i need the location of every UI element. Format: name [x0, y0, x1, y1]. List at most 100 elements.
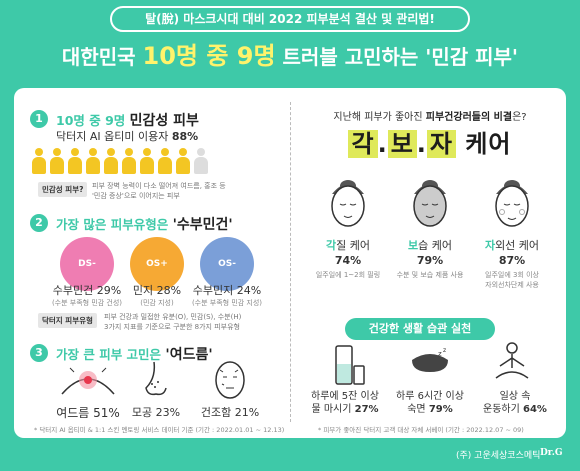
column-divider: [290, 102, 291, 422]
section3-number: 3: [30, 344, 48, 362]
kbj-char-3: 자: [426, 130, 456, 158]
habit-sleep-line1: 하루 6시간 이상: [396, 391, 464, 402]
kbj-title: 각.보.자 케어: [300, 124, 560, 159]
habit-water-line1: 하루에 5잔 이상: [311, 391, 379, 402]
person-icon: [86, 148, 100, 174]
right-sub-bold: 피부건강러들의 비결: [425, 112, 513, 123]
type-label-2-desc: (민감 지성): [140, 299, 174, 307]
habit-exercise-line1: 일상 속: [499, 391, 531, 402]
concern-pore: 모공 23%: [131, 406, 181, 419]
habit-sleep-pct: 79%: [428, 404, 453, 415]
care-moisture-accent: 보: [408, 239, 419, 252]
section3-footnote: * 닥터지 AI 옵티미 & 1:1 스킨 멘토링 서비스 데이터 기준 (기간…: [34, 426, 285, 434]
person-icon: [176, 148, 190, 174]
section1-sub-value: 88%: [171, 130, 199, 143]
section1-sub: 닥터지 AI 옵티미 이용자 88%: [56, 128, 198, 144]
type-circle-os-minus: OS-: [200, 237, 254, 291]
right-sub-post: 은?: [512, 112, 527, 123]
right-footnote: * 피부가 좋아진 닥터지 고객 대상 자체 서베이 (기간 : 2022.12…: [318, 426, 524, 434]
svg-text:z: z: [443, 347, 446, 354]
headline-post: 트러블 고민하는 '민감 피부': [275, 45, 519, 69]
peeling-face-icon: [331, 180, 365, 227]
section2-note: 피부 건강과 밀접한 유분(O), 민감(S), 수분(H) 3가지 지표를 기준…: [104, 312, 241, 332]
habit-water-line2: 물 마시기: [311, 404, 355, 415]
meditation-icon: [495, 342, 529, 379]
care-moisture-rest: 습 케어: [418, 239, 452, 252]
section1-note: 피부 장벽 능력이 다소 떨어져 여드름, 홍조 등 '민감 증상'으로 이어지는…: [92, 181, 226, 201]
care-uv-note-line2: 자외선차단제 사용: [485, 281, 539, 289]
care-exfoliation-label: 각질 케어: [303, 237, 393, 253]
section2-note-line1: 피부 건강과 밀접한 유분(O), 민감(S), 수분(H): [104, 313, 242, 321]
company-name: (주) 고운세상코스메틱: [456, 451, 541, 461]
care-uv-accent: 자: [484, 239, 496, 252]
kbj-dot-1: .: [377, 130, 388, 158]
section1-tag: 민감성 피부?: [38, 182, 88, 197]
type-label-3-text: 수부민지 24%: [192, 284, 262, 297]
section1-title-dark: 민감성 피부: [129, 113, 199, 129]
acne-icon: [61, 367, 115, 395]
care-exfoliation-note: 일주일에 1~2회 필링: [315, 271, 381, 279]
section2-title: 가장 많은 피부유형은 '수부민건': [56, 214, 233, 234]
person-icon: [68, 148, 82, 174]
section1-title: 10명 중 9명 민감성 피부: [56, 110, 199, 130]
care-uv-rest: 외선 케어: [495, 239, 540, 252]
person-icon: [104, 148, 118, 174]
type-label-1: 수부민건 29% (수분 부족형 민감 건성): [40, 282, 134, 308]
headline-pre: 대한민국: [61, 45, 143, 69]
care-moisture-pct: 79%: [416, 254, 444, 267]
headline: 대한민국 10명 중 9명 트러블 고민하는 '민감 피부': [0, 40, 580, 73]
section2-number: 2: [30, 214, 48, 232]
section2-title-accent: 가장 많은 피부유형은: [56, 217, 173, 232]
care-uv-note-line1: 일주일에 3회 이상: [485, 271, 539, 279]
section2-tag: 닥터지 피부유형: [38, 313, 97, 328]
habit-exercise-line2: 운동하기: [483, 404, 524, 415]
section3-title: 가장 큰 피부 고민은 '여드름': [56, 344, 213, 364]
care-uv-pct: 87%: [498, 254, 526, 267]
care-exfoliation-pct: 74%: [334, 254, 362, 267]
banner-text: 탈(脫) 마스크시대 대비 2022 피부분석 결산 및 관리법!: [145, 12, 435, 26]
headline-highlight: 10명 중 9명: [142, 42, 276, 70]
care-uv-label: 자외선 케어: [467, 237, 557, 253]
brand-logo: Dr.G: [540, 448, 563, 458]
section1-number: 1: [30, 110, 48, 128]
care-moisture-note: 수분 및 보습 제품 사용: [396, 271, 464, 279]
svg-text:z: z: [438, 350, 442, 358]
kbj-char-2: 보: [387, 130, 417, 158]
section1-note-line1: 피부 장벽 능력이 다소 떨어져 여드름, 홍조 등: [92, 182, 226, 190]
water-bottle-icon: [335, 345, 365, 385]
people-icons: [32, 148, 208, 174]
nose-pore-icon: [145, 361, 167, 396]
right-sub-pre: 지난해 피부가 좋아진: [333, 112, 426, 123]
type-circle-os-plus: OS+: [130, 237, 184, 291]
section3-title-accent: 가장 큰 피부 고민은: [56, 347, 166, 362]
person-icon: [50, 148, 64, 174]
care-moisture-label: 보습 케어: [385, 237, 475, 253]
type-label-1-desc: (수분 부족형 민감 건성): [51, 299, 123, 307]
type-circle-ds-minus: DS-: [60, 237, 114, 291]
type-label-1-text: 수부민건 29%: [52, 284, 122, 297]
section2-note-line2: 3가지 지표를 기준으로 구분한 8가지 피부유형: [104, 323, 240, 331]
person-icon: [194, 148, 208, 174]
concern-dry: 건조함 21%: [200, 406, 260, 419]
section1-sub-pre: 닥터지 AI 옵티미 이용자: [56, 130, 172, 143]
person-icon: [32, 148, 46, 174]
care-exfoliation-accent: 각: [326, 239, 337, 252]
type-label-2-text: 민지 28%: [132, 284, 182, 297]
habit-sleep-line2: 숙면: [407, 404, 429, 415]
habit-water-pct: 27%: [354, 404, 379, 415]
care-exfoliation-rest: 질 케어: [336, 239, 370, 252]
sunscreen-face-icon: [495, 180, 529, 227]
habit-exercise: 일상 속 운동하기 64%: [470, 390, 560, 416]
person-icon: [140, 148, 154, 174]
section2-title-dark: '수부민건': [172, 217, 233, 233]
kbj-tail: 케어: [456, 130, 512, 158]
type-label-3: 수부민지 24% (수분 부족형 민감 지성): [180, 282, 274, 308]
concern-acne: 여드름 51%: [56, 406, 120, 420]
person-icon: [158, 148, 172, 174]
section1-note-line2: '민감 증상'으로 이어지는 피부: [92, 192, 180, 200]
habit-title: 건강한 생활 습관 실천: [345, 318, 495, 340]
mask-face-icon: [413, 180, 447, 227]
